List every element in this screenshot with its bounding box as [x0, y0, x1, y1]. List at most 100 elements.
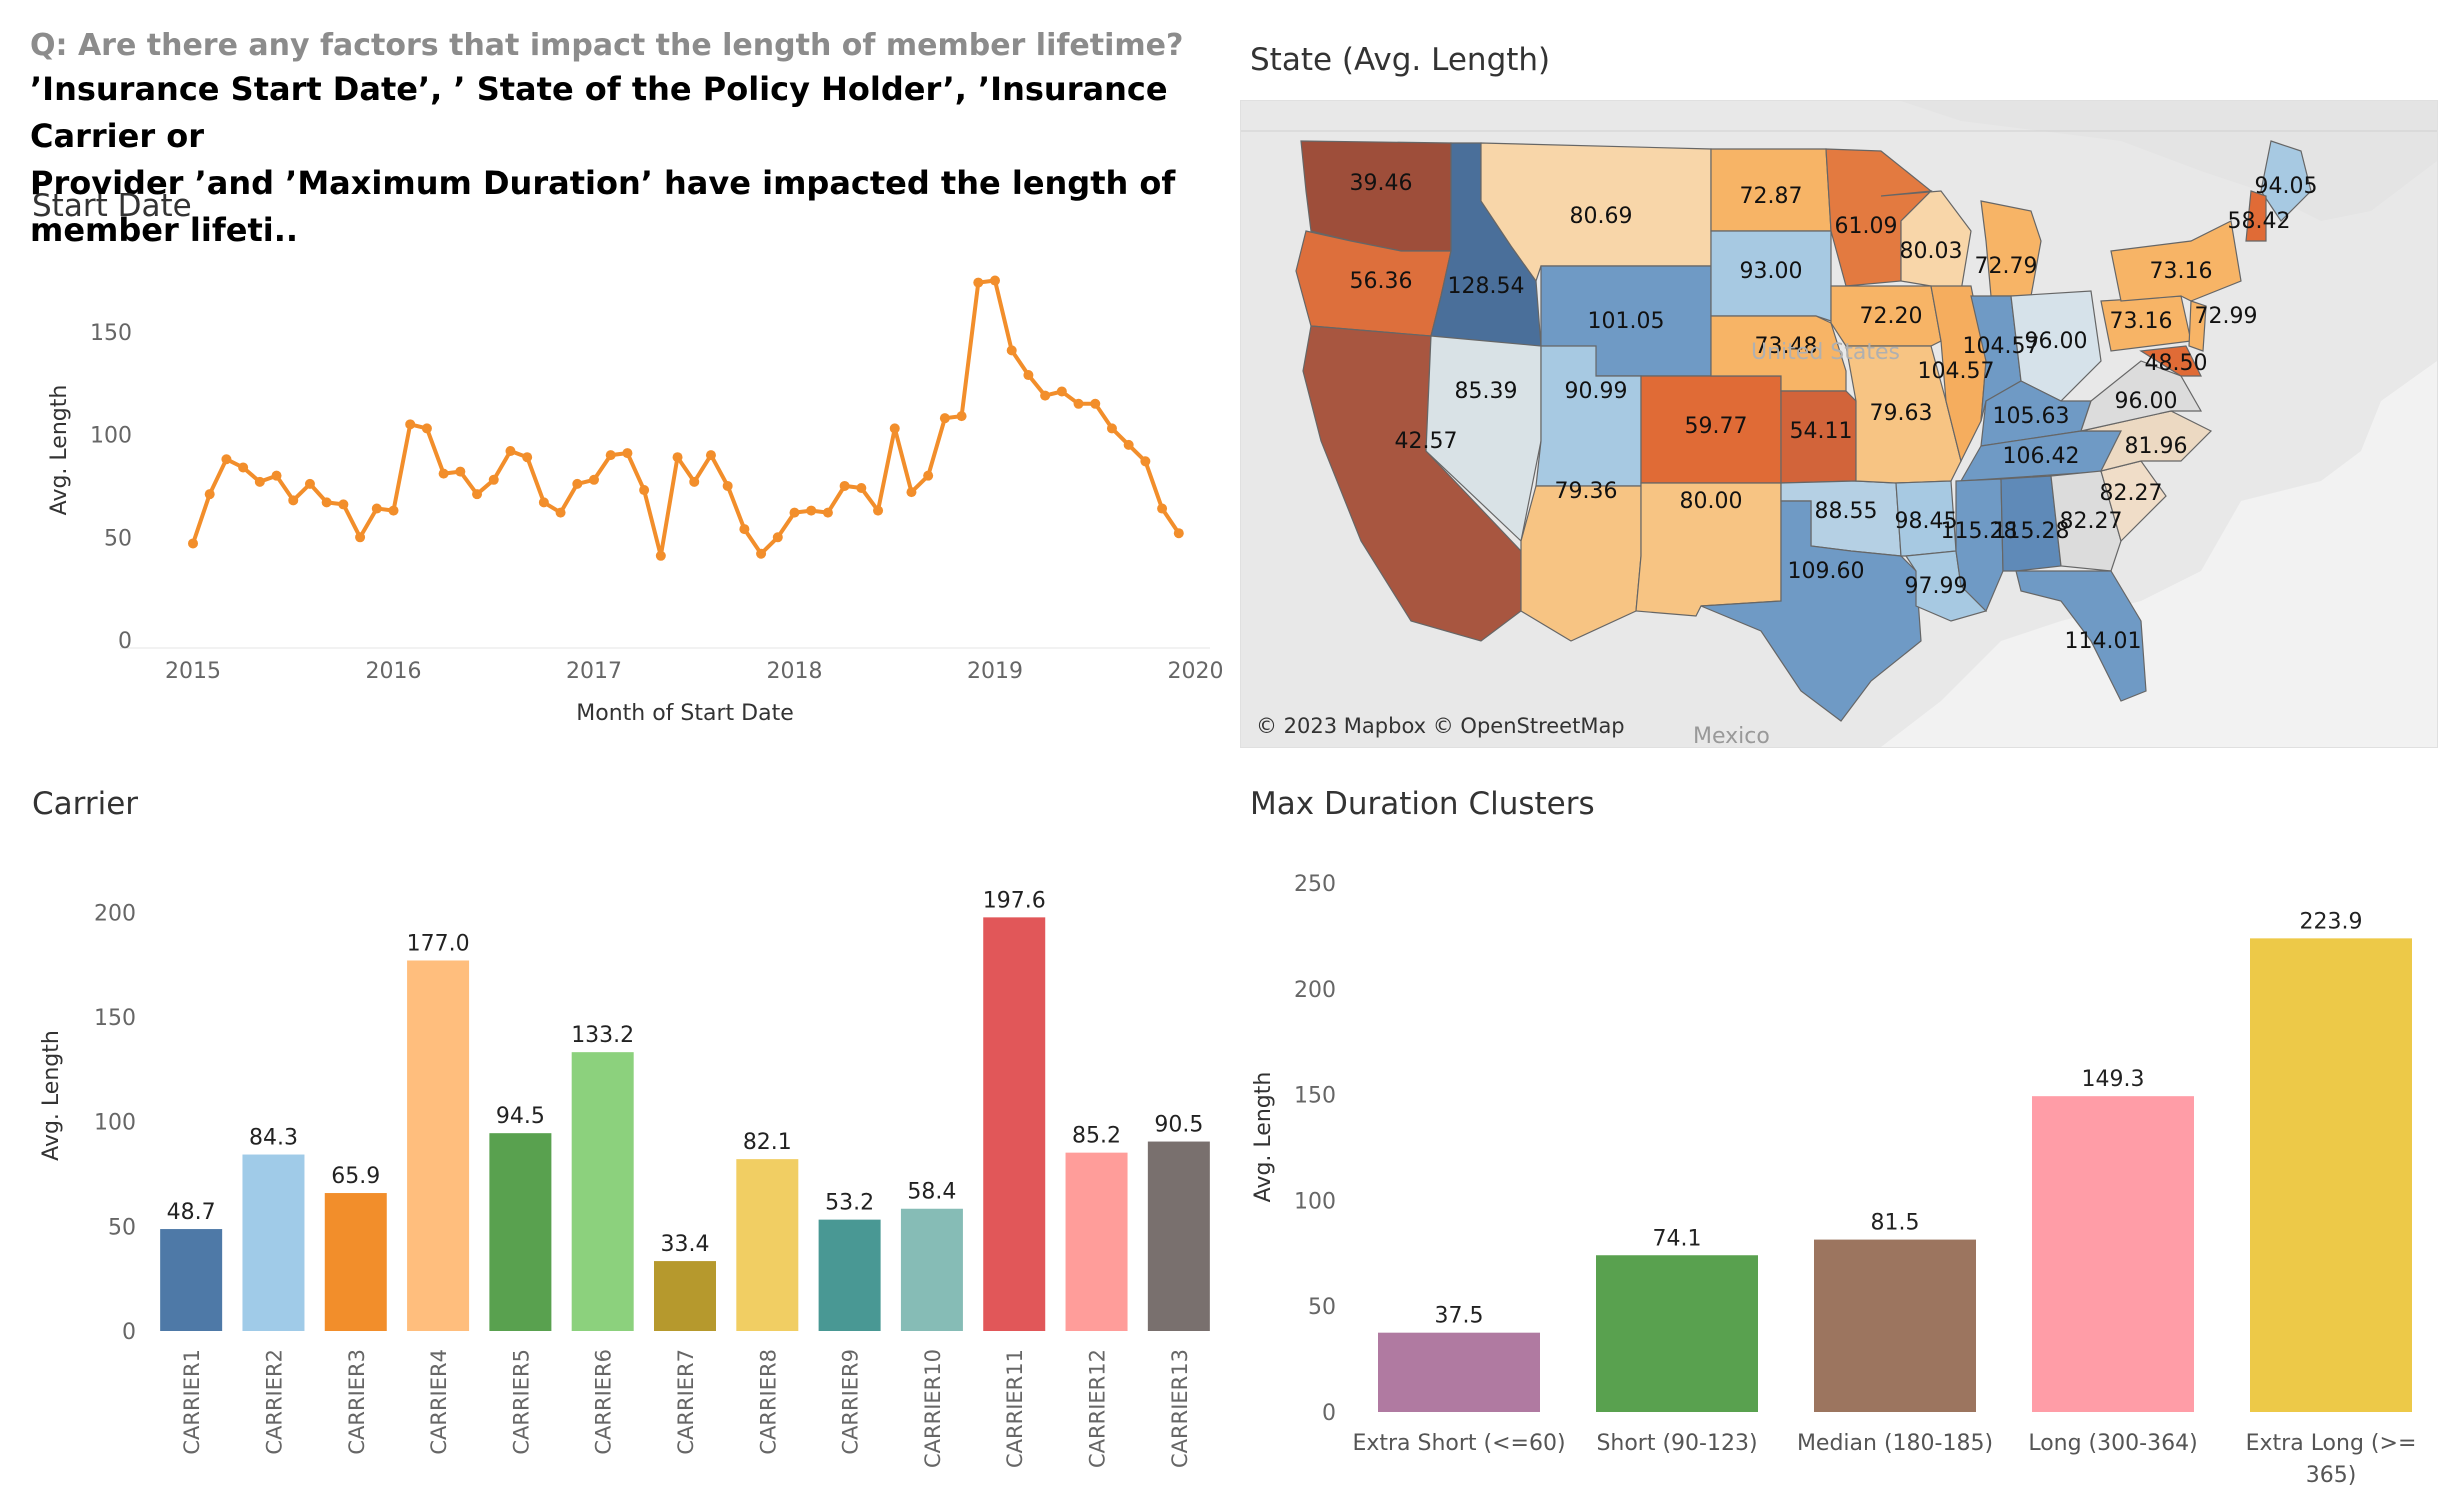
line-y-tick: 100	[90, 424, 132, 449]
line-point	[221, 454, 232, 465]
state-value-label: 79.36	[1555, 479, 1618, 504]
answer-line-1: ’Insurance Start Date’, ’ State of the P…	[30, 70, 1168, 155]
line-point	[288, 495, 299, 506]
bar-y-tick: 0	[122, 1320, 136, 1345]
state-value-label: 56.36	[1350, 269, 1413, 294]
bar-value-label: 65.9	[331, 1164, 380, 1189]
bar	[2250, 938, 2412, 1412]
line-point	[522, 452, 533, 463]
bar-y-axis-label: Avg. Length	[39, 1030, 64, 1161]
bar-value-label: 90.5	[1154, 1113, 1203, 1138]
state-value-label: 72.79	[1975, 254, 2038, 279]
question-text: Q: Are there any factors that impact the…	[30, 28, 1184, 63]
state-value-label: 96.00	[2115, 389, 2178, 414]
line-point	[355, 532, 366, 543]
line-point	[254, 476, 265, 487]
state-value-label: 58.42	[2228, 209, 2291, 234]
line-point	[388, 505, 399, 516]
line-x-axis-label: Month of Start Date	[576, 701, 793, 726]
line-point	[722, 480, 733, 491]
state-me[interactable]	[2260, 140, 2312, 222]
bar-value-label: 37.5	[1435, 1304, 1484, 1329]
bar	[242, 1154, 305, 1331]
state-sd[interactable]	[1710, 230, 1832, 322]
max-duration-bar-chart: 0 50 100 150 200 250 Avg. Length 37.5 74.1 81.5 14…	[1251, 872, 2417, 1488]
state-value-label: 73.48	[1755, 334, 1818, 359]
line-point	[238, 462, 249, 473]
line-point	[1157, 503, 1168, 514]
bar-value-label: 85.2	[1072, 1124, 1121, 1149]
bar-y-tick: 100	[94, 1111, 136, 1136]
bar-value-label: 82.1	[743, 1130, 792, 1155]
bar-y-tick: 200	[1294, 978, 1336, 1003]
bar-value-label: 58.4	[907, 1180, 956, 1205]
state-value-label: 97.99	[1905, 574, 1968, 599]
state-oh[interactable]	[2010, 290, 2102, 402]
state-al[interactable]	[2000, 475, 2062, 572]
bar-y-axis-label: Avg. Length	[1251, 1072, 1276, 1203]
duration-x-tick-line2: 365)	[2306, 1463, 2357, 1488]
state-map[interactable]: 39.46 56.36 42.57 128.54 80.69 101.05 85.39 90.…	[1240, 100, 2438, 748]
bar	[1596, 1255, 1758, 1412]
duration-x-tick: Short (90-123)	[1596, 1431, 1757, 1456]
state-nc[interactable]	[2080, 410, 2213, 472]
line-point	[756, 548, 767, 559]
line-point	[672, 452, 683, 463]
line-point	[639, 485, 650, 496]
state-nj[interactable]	[2188, 300, 2207, 352]
line-point	[438, 468, 449, 479]
bar-value-label: 48.7	[167, 1200, 216, 1225]
line-point	[939, 413, 950, 424]
carrier-x-tick: CARRIER5	[509, 1349, 533, 1455]
state-mi[interactable]	[1980, 200, 2042, 297]
state-value-label: 81.96	[2125, 434, 2188, 459]
state-value-label: 105.63	[1993, 404, 2070, 429]
bar-value-label: 74.1	[1653, 1226, 1702, 1251]
line-point	[1140, 456, 1151, 467]
bar	[736, 1159, 799, 1331]
state-value-label: 90.99	[1565, 379, 1628, 404]
line-point	[1173, 528, 1184, 539]
state-ia[interactable]	[1830, 285, 1942, 347]
bar-y-tick: 50	[108, 1215, 136, 1240]
state-md[interactable]	[2139, 345, 2202, 377]
carrier-x-tick: CARRIER1	[180, 1349, 204, 1455]
bar	[407, 960, 470, 1331]
state-nh[interactable]	[2245, 190, 2267, 242]
line-point	[204, 489, 215, 500]
line-x-tick: 2018	[767, 659, 823, 684]
duration-x-tick: Median (180-185)	[1797, 1431, 1993, 1456]
max-duration-title: Max Duration Clusters	[1250, 786, 1595, 822]
line-point	[188, 538, 198, 549]
state-nv[interactable]	[1425, 335, 1542, 543]
line-point	[321, 497, 332, 508]
bar-value-label: 94.5	[496, 1104, 545, 1129]
state-value-label: 104.57	[1918, 359, 1995, 384]
state-value-label: 98.45	[1895, 509, 1958, 534]
line-point	[405, 419, 416, 430]
line-point	[338, 499, 349, 510]
bar-y-tick: 150	[94, 1006, 136, 1031]
state-value-label: 79.63	[1870, 401, 1933, 426]
bar	[983, 917, 1046, 1331]
carrier-x-tick: CARRIER11	[1003, 1349, 1027, 1468]
line-point	[990, 275, 1000, 286]
state-fl[interactable]	[2015, 570, 2147, 702]
start-date-line-chart: 0 50 100 150 Avg. Length 2015 2016 2017 2018 2019…	[47, 275, 1224, 726]
state-ny[interactable]	[2110, 220, 2242, 302]
state-value-label: 104.57	[1963, 334, 2040, 359]
line-point	[1040, 390, 1051, 401]
line-point	[689, 476, 700, 487]
line-x-tick: 2017	[566, 659, 622, 684]
state-va[interactable]	[2080, 360, 2203, 432]
line-point	[1023, 370, 1034, 381]
carrier-x-tick: CARRIER8	[756, 1349, 780, 1455]
carrier-x-tick: CARRIER10	[921, 1349, 945, 1468]
state-ga[interactable]	[2050, 470, 2122, 572]
carrier-x-tick: CARRIER3	[345, 1349, 369, 1455]
state-tx[interactable]	[1700, 500, 1922, 722]
line-point	[789, 507, 800, 518]
line-point	[906, 487, 917, 498]
carrier-x-tick: CARRIER2	[262, 1349, 286, 1455]
duration-x-tick: Extra Long (>=	[2246, 1431, 2417, 1456]
